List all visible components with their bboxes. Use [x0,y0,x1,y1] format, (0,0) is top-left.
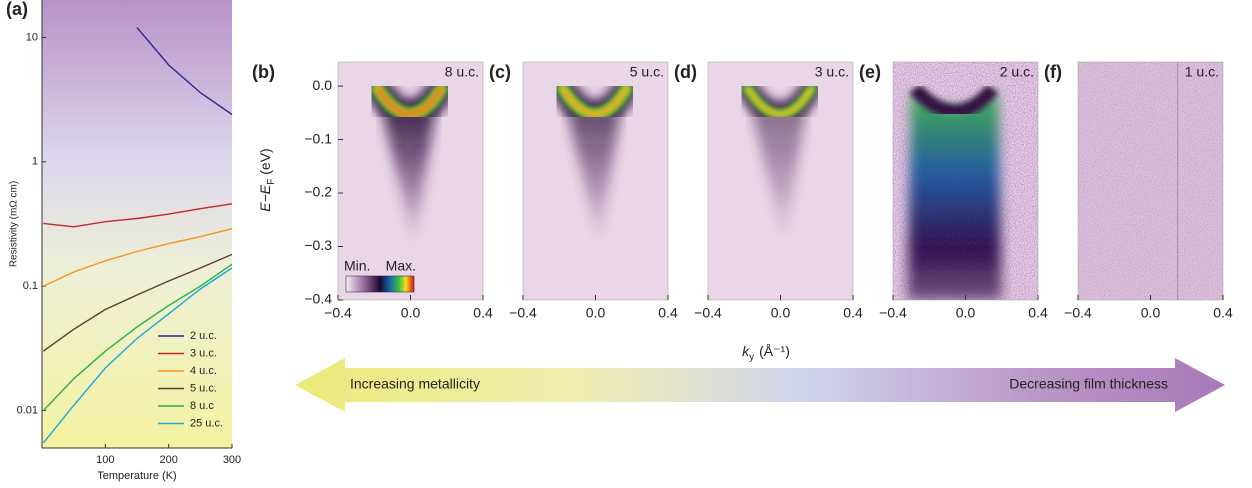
x-tick-label: 0.0 [586,305,606,321]
panel-title: 3 u.c. [815,64,849,80]
x-axis-label: Temperature (K) [97,470,176,482]
arrow-label: Increasing metallicity [350,376,480,392]
y-tick-label: −0.4 [304,291,332,307]
x-tick-label: 0.0 [401,305,421,321]
x-tick-label: 0.4 [473,305,493,321]
heatmap [338,62,483,300]
colorbar-label: Max. [386,258,416,274]
panel-label: (d) [674,62,697,82]
y-tick-label: 10 [26,31,38,43]
panel-label: (f) [1044,62,1062,82]
x-tick-label: −0.4 [879,305,907,321]
x-tick-label: 0.4 [658,305,678,321]
label-part: E−E [257,184,273,212]
x-tick-label: 0.4 [1028,305,1048,321]
tail [751,107,806,247]
x-tick-label: 200 [159,454,177,466]
heatmap [1078,62,1223,300]
panel-title: 1 u.c. [1185,64,1219,80]
x-tick-label: −0.4 [324,305,352,321]
legend-label: 3 u.c. [190,347,217,359]
panel-title: 8 u.c. [445,64,479,80]
heatmap [523,62,668,300]
x-tick-label: −0.4 [694,305,722,321]
x-tick-label: 0.0 [771,305,791,321]
y-axis-label: Resistivity (mΩ cm) [9,181,20,267]
y-tick-label: −0.3 [304,237,332,253]
band [376,87,443,116]
y-tick-label: 0.0 [313,77,333,93]
legend-label: 4 u.c. [190,365,217,377]
panel-label: (c) [489,62,511,82]
heatmap [893,62,1038,300]
panel-label: (a) [6,0,28,19]
panel-title: 5 u.c. [630,64,664,80]
label-part: k [742,343,750,359]
line [42,253,233,352]
noise [893,62,1038,300]
line [43,228,233,287]
legend-label: 2 u.c. [190,330,217,342]
y-axis-label: E−EF (eV) [257,148,277,211]
arrow [295,358,1225,412]
line [136,27,233,116]
label-part: (Å⁻¹) [759,343,790,359]
label-part: F [266,179,277,185]
line [42,263,233,412]
plot-background [42,0,232,448]
colorbar-label: Min. [344,258,370,274]
label-part: y [749,352,754,363]
x-tick-label: 0.0 [1141,305,1161,321]
x-tick-label: 300 [223,454,241,466]
y-tick-label: 1 [32,156,38,168]
line [43,203,233,228]
panel-label: (b) [252,62,275,82]
line [42,267,233,444]
colorbar [345,275,415,293]
x-tick-label: 0.0 [956,305,976,321]
y-tick-label: 0.01 [17,404,38,416]
arrow-label: Decreasing film thickness [1009,376,1168,392]
label-part: (eV) [257,148,273,174]
noise [1078,62,1223,300]
legend-label: 8 u.c [190,400,214,412]
x-tick-label: 100 [96,454,114,466]
tail [381,107,436,247]
x-tick-label: 0.4 [843,305,863,321]
y-tick-label: −0.1 [304,130,332,146]
x-axis-label: ky (Å⁻¹) [742,343,790,363]
legend-label: 25 u.c. [190,417,223,429]
panel-label: (e) [859,62,881,82]
x-tick-label: 0.4 [1213,305,1233,321]
heatmap [708,62,853,300]
legend-label: 5 u.c. [190,382,217,394]
y-tick-label: 0.1 [23,280,38,292]
tail [566,107,621,247]
heatmaps: (b) 8 u.c. −0.4 0.0 0.4 0.0 −0.1 −0.2 −0.3 −0.4 Mi… [252,61,1233,321]
x-tick-label: −0.4 [509,305,537,321]
panel-title: 2 u.c. [1000,64,1034,80]
band [747,87,813,115]
band [561,87,628,115]
x-tick-label: −0.4 [1064,305,1092,321]
y-tick-label: −0.2 [304,184,332,200]
